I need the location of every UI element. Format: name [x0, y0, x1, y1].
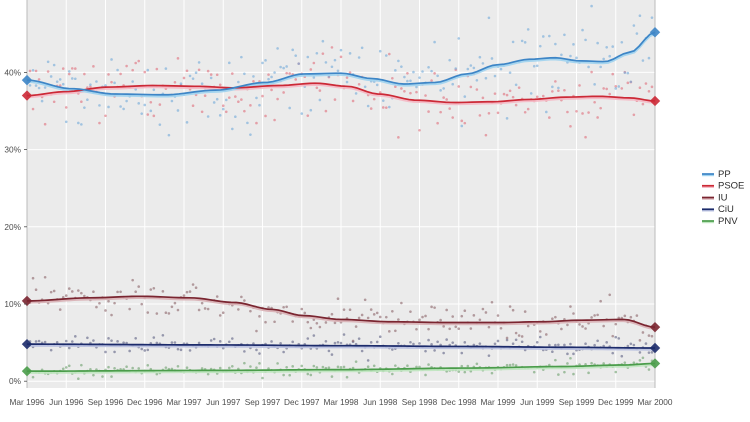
- svg-text:10%: 10%: [4, 299, 21, 309]
- svg-text:PP: PP: [718, 169, 731, 180]
- svg-text:Jun 1997: Jun 1997: [206, 397, 241, 407]
- svg-text:Sep 1996: Sep 1996: [88, 397, 124, 407]
- svg-text:PSOE: PSOE: [718, 181, 744, 192]
- svg-text:Sep 1997: Sep 1997: [245, 397, 281, 407]
- svg-text:Sep 1999: Sep 1999: [559, 397, 595, 407]
- svg-text:Mar 1996: Mar 1996: [9, 397, 44, 407]
- svg-text:IU: IU: [718, 192, 728, 203]
- svg-text:PNV: PNV: [718, 216, 738, 227]
- svg-text:Dec 1998: Dec 1998: [441, 397, 477, 407]
- svg-text:30%: 30%: [4, 145, 21, 155]
- svg-text:40%: 40%: [4, 67, 21, 77]
- svg-text:Mar 1997: Mar 1997: [166, 397, 201, 407]
- svg-text:Jun 1996: Jun 1996: [49, 397, 84, 407]
- svg-text:Mar 1998: Mar 1998: [323, 397, 358, 407]
- svg-text:Dec 1996: Dec 1996: [127, 397, 163, 407]
- svg-text:Dec 1999: Dec 1999: [598, 397, 634, 407]
- svg-text:Dec 1997: Dec 1997: [284, 397, 320, 407]
- svg-text:Jun 1998: Jun 1998: [363, 397, 398, 407]
- svg-text:Mar 1999: Mar 1999: [480, 397, 515, 407]
- svg-text:Mar 2000: Mar 2000: [637, 397, 672, 407]
- svg-text:0%: 0%: [9, 376, 22, 386]
- svg-text:CiU: CiU: [718, 204, 734, 215]
- svg-text:20%: 20%: [4, 222, 21, 232]
- svg-text:Jun 1999: Jun 1999: [520, 397, 555, 407]
- svg-text:Sep 1998: Sep 1998: [402, 397, 438, 407]
